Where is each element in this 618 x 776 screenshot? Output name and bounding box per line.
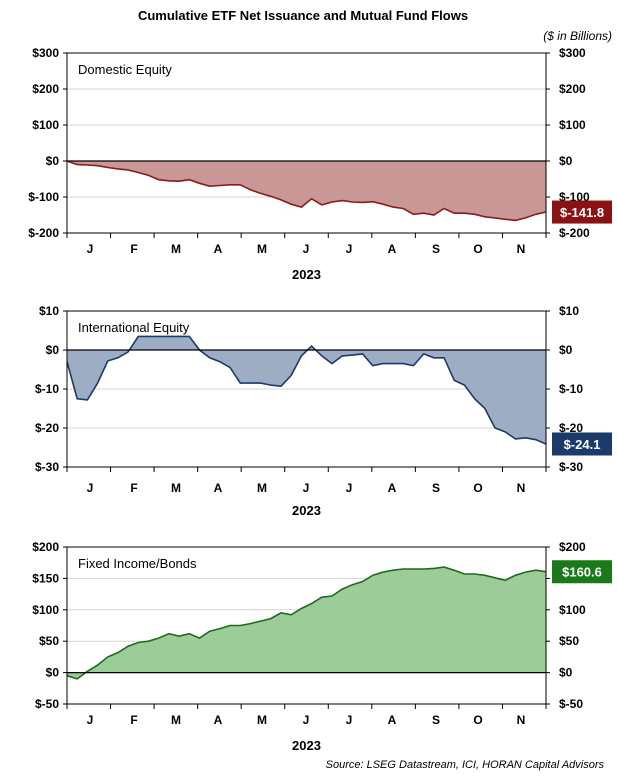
ytick-label-left: $100 [32, 118, 59, 132]
xtick-label: J [87, 242, 94, 256]
xtick-label: J [303, 713, 310, 727]
ytick-label-right: $0 [559, 154, 573, 168]
xtick-label: F [130, 713, 137, 727]
xtick-label: F [130, 481, 137, 495]
ytick-label-left: $-200 [28, 226, 59, 240]
ytick-label-left: $-100 [28, 190, 59, 204]
xtick-label: M [171, 481, 181, 495]
xtick-label: A [214, 481, 223, 495]
ytick-label-left: $200 [32, 540, 59, 554]
xtick-label: J [87, 481, 94, 495]
xtick-label: M [257, 481, 267, 495]
series-line [66, 566, 547, 680]
units-note: ($ in Billions) [543, 29, 612, 43]
xtick-label: S [432, 242, 440, 256]
panel-label: International Equity [78, 320, 190, 335]
series-line [66, 160, 547, 222]
end-value-label: $160.6 [562, 565, 602, 580]
x-axis-label: 2023 [292, 267, 321, 282]
ytick-label-left: $-30 [35, 460, 59, 474]
end-value-badge [552, 200, 612, 224]
xtick-label: A [214, 713, 223, 727]
panel-label: Fixed Income/Bonds [78, 556, 197, 571]
chart-panel-1: $300 $300$200 $200$100 $100$0 $0$-100 $-100$-… [28, 46, 612, 282]
xtick-label: A [214, 242, 223, 256]
ytick-label-right: $200 [559, 540, 586, 554]
ytick-label-right: $-200 [559, 226, 590, 240]
ytick-label-right: $-10 [559, 382, 583, 396]
xtick-label: J [346, 242, 353, 256]
xtick-label: S [432, 713, 440, 727]
x-axis-label: 2023 [292, 503, 321, 518]
ytick-label-right: $100 [559, 603, 586, 617]
xtick-label: N [517, 242, 526, 256]
end-value-badge [552, 560, 612, 584]
xtick-label: N [517, 481, 526, 495]
ytick-label-left: $-10 [35, 382, 59, 396]
ytick-label-right: $0 [559, 343, 573, 357]
end-value-badge [552, 432, 612, 456]
ytick-label-left: $10 [39, 304, 59, 318]
ytick-label-right: $0 [559, 666, 573, 680]
xtick-label: F [130, 242, 137, 256]
ytick-label-right: $200 [559, 82, 586, 96]
ytick-label-right: $100 [559, 118, 586, 132]
plot-frame [66, 52, 547, 234]
ytick-label-left: $200 [32, 82, 59, 96]
series-area [67, 567, 546, 679]
ytick-label-left: $-50 [35, 697, 59, 711]
xtick-label: J [346, 481, 353, 495]
ytick-label-left: $-20 [35, 421, 59, 435]
xtick-label: J [303, 481, 310, 495]
ytick-label-right: $300 [559, 46, 586, 60]
chart-panel-3: $200$200$150$150$100$100$50$50$0$0$-50$-… [32, 540, 612, 753]
ytick-label-right: $50 [559, 634, 579, 648]
ytick-label-left: $50 [39, 634, 59, 648]
xtick-label: A [388, 242, 397, 256]
xtick-label: A [388, 713, 397, 727]
ytick-label-left: $0 [46, 666, 60, 680]
x-axis-label: 2023 [292, 738, 321, 753]
xtick-label: A [388, 481, 397, 495]
xtick-label: J [346, 713, 353, 727]
ytick-label-right: $-100 [559, 190, 590, 204]
xtick-label: J [303, 242, 310, 256]
ytick-label-right: $-20 [559, 421, 583, 435]
xtick-label: M [257, 242, 267, 256]
panel-label: Domestic Equity [78, 62, 172, 77]
ytick-label-right: $-30 [559, 460, 583, 474]
end-value-label: $-24.1 [564, 437, 601, 452]
plot-frame [66, 546, 547, 705]
xtick-label: N [517, 713, 526, 727]
chart-title: Cumulative ETF Net Issuance and Mutual F… [138, 8, 468, 23]
ytick-label-left: $300 [32, 46, 59, 60]
ytick-label-left: $150 [32, 571, 59, 585]
series-area [67, 161, 546, 221]
ytick-label-left: $0 [46, 154, 60, 168]
ytick-label-left: $100 [32, 603, 59, 617]
xtick-label: S [432, 481, 440, 495]
end-value-label: $-141.8 [560, 205, 604, 220]
xtick-label: O [473, 242, 482, 256]
xtick-label: M [171, 713, 181, 727]
panels: $300 $300$200 $200$100 $100$0 $0$-100 $-100$-… [28, 46, 612, 753]
xtick-label: M [171, 242, 181, 256]
xtick-label: M [257, 713, 267, 727]
ytick-label-right: $10 [559, 304, 579, 318]
ytick-label-left: $0 [46, 343, 60, 357]
xtick-label: O [473, 713, 482, 727]
ytick-label-right: $-50 [559, 697, 583, 711]
source-note: Source: LSEG Datastream, ICI, HORAN Capi… [326, 759, 605, 771]
chart-panel-2: $10 $10 $0 $0 $-10 $-10 $-20 $-20 $-30 $-30 J F M A M J… [35, 304, 612, 518]
xtick-label: O [473, 481, 482, 495]
series-line [66, 335, 547, 445]
xtick-label: J [87, 713, 94, 727]
